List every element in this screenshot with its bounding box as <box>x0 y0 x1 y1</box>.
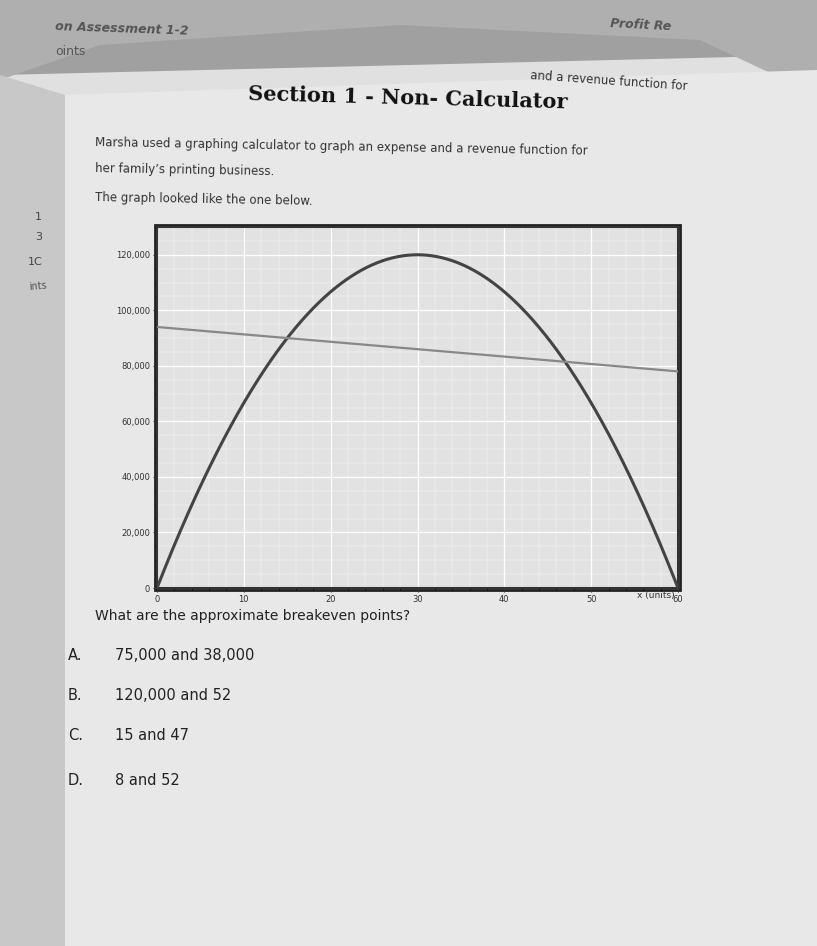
Text: B.: B. <box>68 688 83 703</box>
Text: Section 1 - Non- Calculator: Section 1 - Non- Calculator <box>248 83 568 112</box>
Text: and a revenue function for: and a revenue function for <box>530 69 688 93</box>
Text: 8 and 52: 8 and 52 <box>115 773 180 788</box>
Text: oints: oints <box>55 45 85 58</box>
Text: D.: D. <box>68 773 84 788</box>
Text: A.: A. <box>68 648 83 663</box>
Text: x (units): x (units) <box>637 591 675 600</box>
Text: 1: 1 <box>35 212 42 222</box>
Text: The graph looked like the one below.: The graph looked like the one below. <box>95 191 313 208</box>
Text: Marsha used a graphing calculator to graph an expense and a revenue function for: Marsha used a graphing calculator to gra… <box>95 136 587 158</box>
Polygon shape <box>0 0 817 95</box>
Text: 3: 3 <box>35 232 42 242</box>
Text: 75,000 and 38,000: 75,000 and 38,000 <box>115 648 254 663</box>
Polygon shape <box>0 55 817 946</box>
Text: 1C: 1C <box>28 257 42 267</box>
Text: her family’s printing business.: her family’s printing business. <box>95 162 275 178</box>
Text: ints: ints <box>28 280 47 292</box>
Polygon shape <box>0 75 65 946</box>
Text: C.: C. <box>68 728 83 743</box>
Text: Profit Re: Profit Re <box>610 17 672 33</box>
Text: 15 and 47: 15 and 47 <box>115 728 189 743</box>
Text: on Assessment 1-2: on Assessment 1-2 <box>55 21 189 38</box>
Bar <box>155 225 680 590</box>
Text: 120,000 and 52: 120,000 and 52 <box>115 688 231 703</box>
Text: What are the approximate breakeven points?: What are the approximate breakeven point… <box>95 609 410 623</box>
Polygon shape <box>60 70 817 946</box>
